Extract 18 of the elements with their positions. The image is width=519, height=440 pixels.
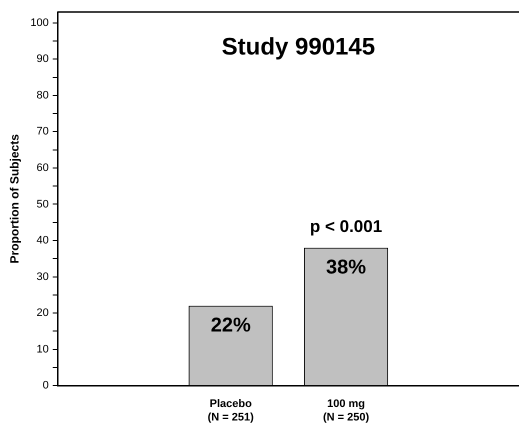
y-tick-label: 70 (36, 126, 49, 138)
y-axis-title: Proportion of Subjects (8, 134, 22, 264)
y-tick-label: 60 (36, 162, 49, 174)
y-tick-label: 20 (36, 307, 49, 320)
data-label: 22% (210, 314, 251, 336)
y-tick-label: 0 (42, 380, 49, 392)
y-tick-label: 40 (36, 234, 49, 247)
text: Study 990145 (222, 34, 376, 61)
y-tick-label: 50 (36, 198, 49, 210)
y-tick-label: 80 (36, 89, 49, 102)
y-tick-label: 30 (36, 270, 49, 283)
x-tick-label: Placebo (N = 251) (208, 398, 254, 424)
annotation: p < 0.001 (310, 216, 382, 236)
x-tick-label: 100 mg (N = 250) (322, 398, 370, 424)
data-label: 38% (326, 256, 366, 278)
y-tick-label: 100 (30, 16, 49, 29)
y-tick-label: 90 (36, 53, 49, 66)
y-tick-label: 10 (36, 343, 49, 356)
